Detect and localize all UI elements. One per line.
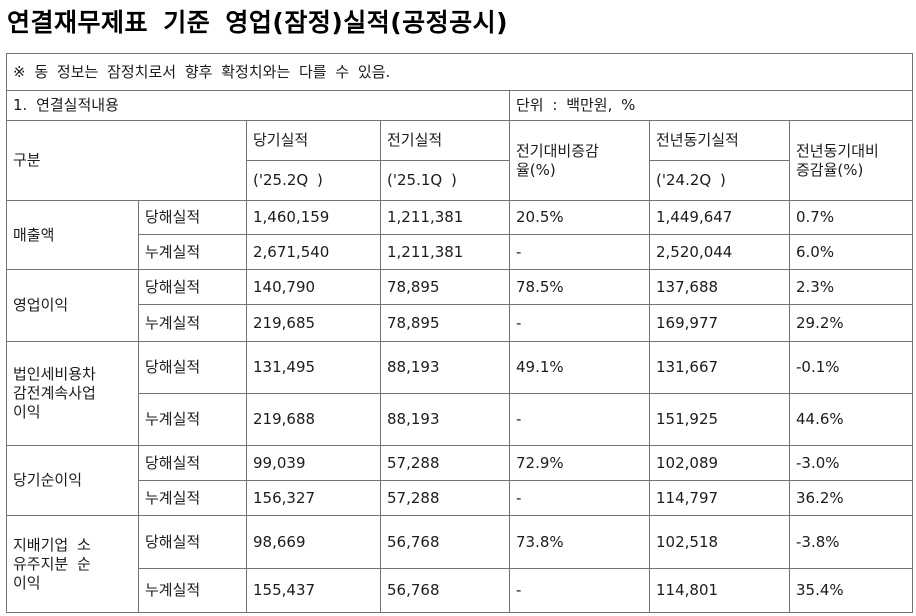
- value-cell: 156,327: [246, 480, 381, 516]
- provisional-notice: ※ 동 정보는 잠정치로서 향후 확정치와는 다를 수 있음.: [6, 53, 913, 91]
- sub-label-cell: 당해실적: [138, 269, 247, 305]
- consolidated-results-table: ※ 동 정보는 잠정치로서 향후 확정치와는 다를 수 있음. 1. 연결실적내…: [6, 53, 913, 613]
- value-cell: 98,669: [246, 515, 381, 569]
- value-cell: 36.2%: [789, 480, 913, 516]
- value-cell: -: [509, 568, 650, 613]
- value-cell: 114,797: [649, 480, 790, 516]
- value-cell: 56,768: [380, 568, 510, 613]
- table-row: 영업이익 당해실적 140,790 78,895 78.5% 137,688 2…: [6, 269, 913, 342]
- value-cell: -: [509, 480, 650, 516]
- table-row: 누계실적 2,671,540 1,211,381 - 2,520,044 6.0…: [7, 234, 913, 270]
- value-cell: 35.4%: [789, 568, 913, 613]
- col-header-current-period: ('25.2Q ): [246, 160, 381, 201]
- value-cell: 72.9%: [509, 445, 650, 481]
- value-cell: 57,288: [380, 480, 510, 516]
- section-label: 1. 연결실적내용: [6, 90, 510, 121]
- value-cell: -3.8%: [789, 515, 913, 569]
- value-cell: 78.5%: [509, 269, 650, 305]
- col-header-category: 구분: [6, 120, 247, 201]
- sub-label-cell: 당해실적: [138, 445, 247, 481]
- sub-label-cell: 당해실적: [138, 341, 247, 394]
- value-cell: -3.0%: [789, 445, 913, 481]
- col-header-current-quarter: 당기실적: [246, 120, 381, 161]
- col-header-previous-quarter: 전기실적: [380, 120, 510, 161]
- table-row: 법인세비용차 감전계속사업 이익 당해실적 131,495 88,193 49.…: [6, 341, 913, 446]
- value-cell: 155,437: [246, 568, 381, 613]
- value-cell: 1,211,381: [380, 234, 510, 270]
- value-cell: 20.5%: [509, 200, 650, 235]
- value-cell: 44.6%: [789, 393, 913, 446]
- table-row: 누계실적 219,688 88,193 - 151,925 44.6%: [7, 393, 913, 446]
- value-cell: 219,685: [246, 304, 381, 342]
- value-cell: 2,671,540: [246, 234, 381, 270]
- sub-label-cell: 누계실적: [138, 393, 247, 446]
- value-cell: 219,688: [246, 393, 381, 446]
- category-cell: 법인세비용차 감전계속사업 이익: [6, 341, 139, 446]
- category-cell: 당기순이익: [6, 445, 139, 516]
- value-cell: 29.2%: [789, 304, 913, 342]
- category-cell: 지배기업 소 유주지분 순 이익: [6, 515, 139, 613]
- value-cell: 0.7%: [789, 200, 913, 235]
- table-row: 당기순이익 당해실적 99,039 57,288 72.9% 102,089 -…: [6, 445, 913, 516]
- col-header-yoy-change: 전년동기대비 증감율(%): [789, 120, 913, 201]
- notice-row: ※ 동 정보는 잠정치로서 향후 확정치와는 다를 수 있음.: [6, 53, 913, 91]
- category-cell: 영업이익: [6, 269, 139, 342]
- table-row: 매출액 당해실적 1,460,159 1,211,381 20.5% 1,449…: [6, 200, 913, 270]
- value-cell: 1,211,381: [380, 200, 510, 235]
- value-cell: 169,977: [649, 304, 790, 342]
- value-cell: 1,460,159: [246, 200, 381, 235]
- value-cell: 102,089: [649, 445, 790, 481]
- sub-label-cell: 누계실적: [138, 304, 247, 342]
- value-cell: 1,449,647: [649, 200, 790, 235]
- value-cell: 140,790: [246, 269, 381, 305]
- value-cell: 78,895: [380, 269, 510, 305]
- sub-label-cell: 누계실적: [138, 234, 247, 270]
- table-row: 지배기업 소 유주지분 순 이익 당해실적 98,669 56,768 73.8…: [6, 515, 913, 613]
- value-cell: -: [509, 304, 650, 342]
- value-cell: 88,193: [380, 341, 510, 394]
- value-cell: 88,193: [380, 393, 510, 446]
- sub-label-cell: 당해실적: [138, 515, 247, 569]
- page-title: 연결재무제표 기준 영업(잠정)실적(공정공시): [7, 8, 509, 37]
- value-cell: -0.1%: [789, 341, 913, 394]
- section-unit-row: 1. 연결실적내용 단위 : 백만원, %: [6, 90, 913, 121]
- header-row-top: 구분 당기실적 전기실적 전기대비증감 율(%) 전년동기실적 전년동기대비 증…: [6, 120, 913, 201]
- value-cell: 131,667: [649, 341, 790, 394]
- sub-label-cell: 당해실적: [138, 200, 247, 235]
- value-cell: 49.1%: [509, 341, 650, 394]
- value-cell: 99,039: [246, 445, 381, 481]
- value-cell: 102,518: [649, 515, 790, 569]
- value-cell: 2.3%: [789, 269, 913, 305]
- table-row: 누계실적 219,685 78,895 - 169,977 29.2%: [7, 304, 913, 342]
- sub-label-cell: 누계실적: [138, 480, 247, 516]
- table-row: 누계실적 155,437 56,768 - 114,801 35.4%: [7, 568, 913, 613]
- col-header-qoq-change: 전기대비증감 율(%): [509, 120, 650, 201]
- value-cell: 6.0%: [789, 234, 913, 270]
- col-header-yoy-period: ('24.2Q ): [649, 160, 790, 201]
- value-cell: 114,801: [649, 568, 790, 613]
- value-cell: 78,895: [380, 304, 510, 342]
- value-cell: 56,768: [380, 515, 510, 569]
- value-cell: -: [509, 393, 650, 446]
- table-row: 누계실적 156,327 57,288 - 114,797 36.2%: [7, 480, 913, 516]
- value-cell: 2,520,044: [649, 234, 790, 270]
- unit-label: 단위 : 백만원, %: [509, 90, 913, 121]
- value-cell: 151,925: [649, 393, 790, 446]
- category-cell: 매출액: [6, 200, 139, 270]
- disclosure-page: 연결재무제표 기준 영업(잠정)실적(공정공시) ※ 동 정보는 잠정치로서 향…: [0, 6, 916, 613]
- value-cell: 57,288: [380, 445, 510, 481]
- value-cell: 137,688: [649, 269, 790, 305]
- value-cell: -: [509, 234, 650, 270]
- value-cell: 131,495: [246, 341, 381, 394]
- value-cell: 73.8%: [509, 515, 650, 569]
- col-header-yoy-quarter: 전년동기실적: [649, 120, 790, 161]
- col-header-previous-period: ('25.1Q ): [380, 160, 510, 201]
- sub-label-cell: 누계실적: [138, 568, 247, 613]
